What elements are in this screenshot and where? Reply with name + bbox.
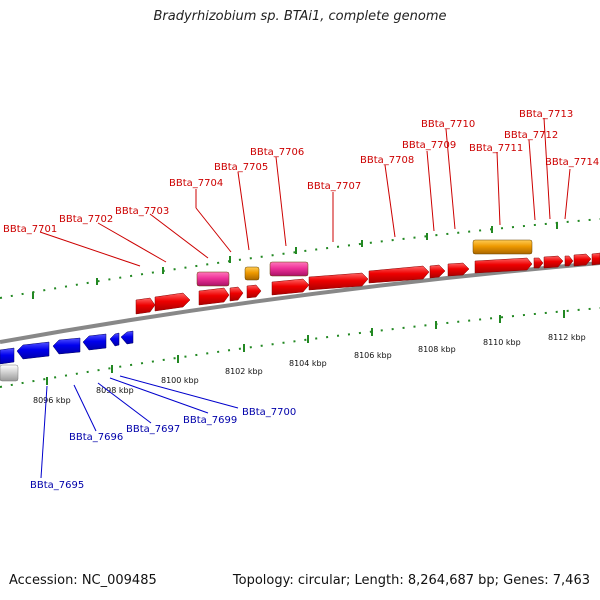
gene-label-bbta-7709[interactable]: BBta_7709 [402,140,456,151]
gene-arrow[interactable] [564,255,574,267]
scale-label-8100: 8100 kbp [161,376,199,385]
scale-label-8106: 8106 kbp [354,351,392,360]
scale-labels: 8096 kbp 8098 kbp 8100 kbp 8102 kbp 8104… [33,333,586,405]
gene-arrow[interactable] [154,292,191,312]
topology-text: Topology: circular; Length: 8,264,687 bp… [232,573,590,588]
forward-tick-track [0,218,600,299]
gene-label-bbta-7705[interactable]: BBta_7705 [214,162,268,173]
scale-label-8108: 8108 kbp [418,345,456,354]
gene-label-bbta-7708[interactable]: BBta_7708 [360,155,414,166]
gene-label-bbta-7711[interactable]: BBta_7711 [469,143,523,154]
gene-label-bbta-7714[interactable]: BBta_7714 [545,157,599,168]
scale-label-8102: 8102 kbp [225,367,263,376]
gene-label-bbta-7706[interactable]: BBta_7706 [250,147,304,158]
genome-backbone [0,261,600,344]
orange-feature[interactable] [472,239,533,255]
reverse-features [0,330,134,382]
gene-label-bbta-7713[interactable]: BBta_7713 [519,109,573,120]
scale-label-8104: 8104 kbp [289,359,327,368]
gene-arrow[interactable] [591,252,600,266]
reverse-leader-lines [40,375,239,479]
gene-label-bbta-7702[interactable]: BBta_7702 [59,214,113,225]
gene-arrow[interactable] [135,297,156,315]
gene-arrow[interactable] [52,337,81,355]
gene-arrow[interactable] [246,284,262,299]
scale-label-8112: 8112 kbp [548,333,586,342]
reverse-tick-track [0,307,600,388]
accession-text: Accession: NC_009485 [9,573,157,588]
gene-label-bbta-7703[interactable]: BBta_7703 [115,206,169,217]
scale-label-8110: 8110 kbp [483,338,521,347]
grey-feature[interactable] [0,364,19,382]
reverse-gene-labels: BBta_7695 BBta_7696 BBta_7697 BBta_7699 … [30,407,296,491]
gene-arrow[interactable] [271,278,310,296]
gene-arrow[interactable] [229,286,244,302]
gene-label-bbta-7701[interactable]: BBta_7701 [3,224,57,235]
gene-label-bbta-7695[interactable]: BBta_7695 [30,480,84,491]
forward-outer-features [196,239,533,287]
orange-feature[interactable] [244,266,260,281]
pink-feature[interactable] [269,261,309,277]
gene-arrow[interactable] [543,255,564,269]
gene-label-bbta-7704[interactable]: BBta_7704 [169,178,223,189]
gene-arrow[interactable] [120,330,134,345]
gene-label-bbta-7707[interactable]: BBta_7707 [307,181,361,192]
gene-arrow[interactable] [368,265,430,284]
gene-arrow[interactable] [16,341,50,360]
scale-label-8098: 8098 kbp [96,386,134,395]
gene-label-bbta-7697[interactable]: BBta_7697 [126,424,180,435]
gene-label-bbta-7699[interactable]: BBta_7699 [183,415,237,426]
scale-label-8096: 8096 kbp [33,396,71,405]
forward-leader-lines [39,117,571,267]
pink-feature[interactable] [196,271,230,287]
gene-arrow[interactable] [109,332,120,347]
gene-arrow[interactable] [82,333,107,351]
gene-label-bbta-7712[interactable]: BBta_7712 [504,130,558,141]
gene-arrow[interactable] [533,257,544,269]
gene-label-bbta-7700[interactable]: BBta_7700 [242,407,296,418]
gene-label-bbta-7710[interactable]: BBta_7710 [421,119,475,130]
forward-gene-labels: BBta_7701 BBta_7702 BBta_7703 BBta_7704 … [3,109,599,235]
gene-arrow[interactable] [198,287,230,306]
gene-arrow[interactable] [573,253,592,267]
gene-arrow[interactable] [0,347,15,365]
genome-title: Bradyrhizobium sp. BTAi1, complete genom… [153,9,447,24]
gene-arrow[interactable] [447,262,470,277]
gene-arrow[interactable] [429,264,446,279]
gene-arrow[interactable] [308,272,369,291]
forward-inner-features [135,252,600,315]
gene-label-bbta-7696[interactable]: BBta_7696 [69,432,123,443]
gene-arrow[interactable] [474,257,533,274]
